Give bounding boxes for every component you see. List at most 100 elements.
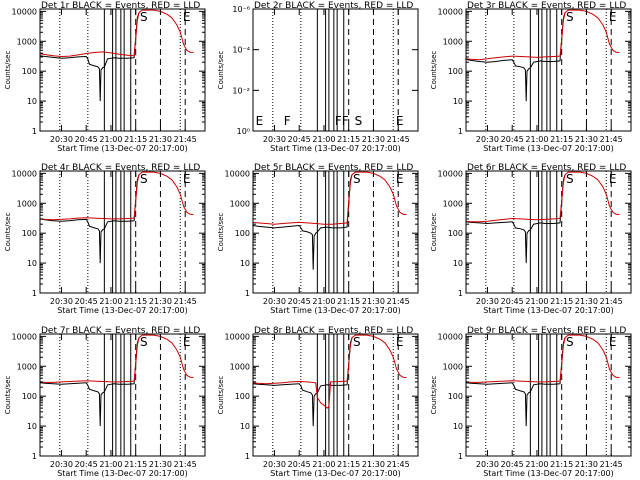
x-tick-label: 21:00 <box>312 135 335 144</box>
x-tick-label: 20:30 <box>263 297 286 306</box>
y-tick-label: 1 <box>458 289 463 298</box>
y-tick-label: 10⁻⁶ <box>232 5 250 14</box>
flag-label: F <box>284 114 291 128</box>
plot-frame <box>465 8 632 132</box>
red-lld-line <box>39 334 194 383</box>
y-tick-label: 10000 <box>225 332 250 341</box>
plot-frame <box>465 333 632 457</box>
x-tick-label: 21:00 <box>312 297 335 306</box>
y-tick-label: 10000 <box>438 7 463 16</box>
flag-label: S <box>140 10 148 24</box>
y-tick-label: 1 <box>245 289 250 298</box>
plot-frame <box>465 170 632 294</box>
flag-label: S <box>566 335 574 349</box>
plot-frame <box>39 170 206 294</box>
black-events-line <box>252 174 353 270</box>
x-tick-label: 21:30 <box>149 460 172 469</box>
y-tick-label: 10 <box>453 97 463 106</box>
red-lld-line <box>39 9 194 58</box>
red-lld-line <box>252 334 407 409</box>
y-tick-label: 10 <box>453 259 463 268</box>
flag-label: E <box>183 10 191 24</box>
x-tick-label: 21:15 <box>337 460 360 469</box>
plot-frame <box>39 333 206 457</box>
y-tick-label: 100 <box>448 392 463 401</box>
flag-label: E <box>183 172 191 186</box>
red-lld-line <box>465 171 620 223</box>
flag-label: E <box>396 335 404 349</box>
black-events-line <box>465 12 566 102</box>
x-tick-label: 21:30 <box>362 297 385 306</box>
panel-title: Det 2r BLACK = Events, RED = LLD <box>254 1 413 11</box>
x-tick-label: 21:00 <box>312 460 335 469</box>
flag-label: E <box>609 172 617 186</box>
red-lld-line <box>39 171 194 221</box>
red-lld-line <box>252 171 407 225</box>
x-tick-label: 21:30 <box>149 135 172 144</box>
flag-label: S <box>140 335 148 349</box>
x-tick-label: 20:45 <box>288 297 311 306</box>
panel-title: Det 3r BLACK = Events, RED = LLD <box>467 1 626 11</box>
plot-frame <box>252 333 419 457</box>
x-axis-label: Start Time (13-Dec-07 20:17:00) <box>270 144 401 153</box>
y-tick-label: 100 <box>22 392 37 401</box>
y-axis-label: Counts/sec <box>430 213 438 252</box>
x-tick-label: 20:45 <box>75 460 98 469</box>
y-tick-label: 1 <box>32 452 37 461</box>
x-tick-label: 21:15 <box>124 460 147 469</box>
x-tick-label: 21:30 <box>149 297 172 306</box>
y-axis-label: Counts/sec <box>4 376 12 415</box>
y-tick-label: 10000 <box>12 7 37 16</box>
x-axis-label: Start Time (13-Dec-07 20:17:00) <box>483 469 614 478</box>
panel-title: Det 1r BLACK = Events, RED = LLD <box>41 1 200 11</box>
x-axis-label: Start Time (13-Dec-07 20:17:00) <box>270 306 401 315</box>
y-tick-label: 1000 <box>443 37 463 46</box>
y-tick-label: 100 <box>235 229 250 238</box>
x-tick-label: 21:45 <box>387 460 410 469</box>
y-axis-label: Counts/sec <box>4 51 12 90</box>
flag-label: E <box>609 335 617 349</box>
y-tick-label: 10000 <box>438 332 463 341</box>
y-tick-label: 1 <box>458 452 463 461</box>
y-tick-label: 10 <box>27 422 37 431</box>
x-tick-label: 21:15 <box>124 135 147 144</box>
x-tick-label: 21:45 <box>600 460 623 469</box>
plot-frame <box>39 8 206 132</box>
flag-label: E <box>609 10 617 24</box>
flag-label: E <box>396 172 404 186</box>
x-tick-label: 21:15 <box>337 135 360 144</box>
x-axis-label: Start Time (13-Dec-07 20:17:00) <box>483 144 614 153</box>
y-tick-label: 10 <box>453 422 463 431</box>
x-tick-label: 20:45 <box>288 135 311 144</box>
y-tick-label: 100 <box>448 67 463 76</box>
y-tick-label: 1000 <box>443 199 463 208</box>
x-axis-label: Start Time (13-Dec-07 20:17:00) <box>270 469 401 478</box>
x-tick-label: 20:45 <box>75 135 98 144</box>
x-tick-label: 21:45 <box>174 135 197 144</box>
x-axis-label: Start Time (13-Dec-07 20:17:00) <box>483 306 614 315</box>
flag-label: S <box>353 335 361 349</box>
y-tick-label: 1000 <box>230 362 250 371</box>
flag-label: S <box>140 172 148 186</box>
x-axis-label: Start Time (13-Dec-07 20:17:00) <box>57 144 188 153</box>
y-tick-label: 10⁻⁴ <box>232 46 250 55</box>
y-tick-label: 10⁰ <box>237 127 250 136</box>
x-tick-label: 21:45 <box>387 297 410 306</box>
y-tick-label: 100 <box>448 229 463 238</box>
x-tick-label: 21:45 <box>387 135 410 144</box>
plot-frame <box>252 170 419 294</box>
black-events-line <box>465 337 566 427</box>
x-tick-label: 21:15 <box>550 135 573 144</box>
x-tick-label: 20:30 <box>50 135 73 144</box>
x-tick-label: 21:15 <box>124 297 147 306</box>
y-axis-label: Counts/sec <box>217 376 225 415</box>
y-axis-label: Counts/sec <box>430 376 438 415</box>
y-tick-label: 10 <box>240 259 250 268</box>
black-events-line <box>39 12 140 102</box>
flag-label: S <box>353 172 361 186</box>
y-tick-label: 1000 <box>443 362 463 371</box>
